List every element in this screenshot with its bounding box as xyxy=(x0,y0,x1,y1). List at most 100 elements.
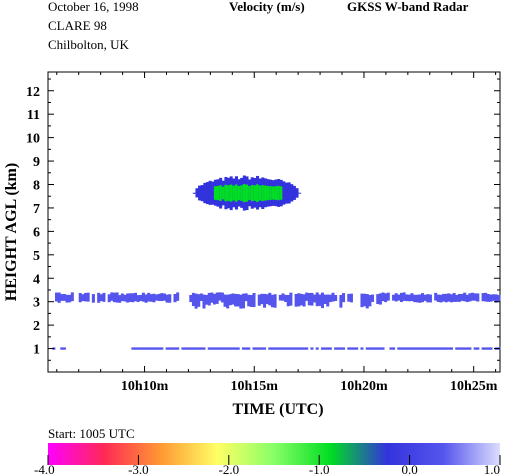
y-tick-label: 4 xyxy=(33,272,40,287)
echo-column xyxy=(83,292,88,302)
echo-column xyxy=(136,295,140,302)
echo-column xyxy=(186,347,190,350)
echo-column xyxy=(410,347,414,350)
echo-column xyxy=(170,347,174,350)
echo-column xyxy=(471,292,475,301)
echo-column xyxy=(473,347,477,350)
y-tick-label: 5 xyxy=(33,249,40,264)
echo-core-column xyxy=(269,186,273,200)
y-tick-label: 10 xyxy=(26,132,40,147)
echo-column xyxy=(444,347,448,350)
echo-column xyxy=(284,294,288,302)
echo-column xyxy=(91,294,95,303)
echo-column xyxy=(436,347,440,350)
echo-core-column xyxy=(234,184,238,202)
echo-column xyxy=(65,294,69,303)
echo-column xyxy=(484,347,488,350)
echo-column xyxy=(360,347,364,350)
echo-core-column xyxy=(245,184,249,202)
echo-column xyxy=(165,294,169,303)
echo-column xyxy=(468,293,472,302)
echo-column xyxy=(392,347,396,350)
echo-column xyxy=(141,347,145,350)
echo-column xyxy=(55,292,59,302)
echo-core-column xyxy=(219,185,223,201)
echo-column xyxy=(476,293,480,302)
echo-column xyxy=(194,293,198,309)
campaign-label: CLARE 98 xyxy=(48,18,107,33)
echo-column xyxy=(265,294,269,305)
echo-column xyxy=(144,294,148,303)
echo-column xyxy=(407,294,411,302)
echo-column xyxy=(218,347,222,350)
echo-column xyxy=(342,293,346,303)
echo-core-column xyxy=(256,184,260,202)
echo-column xyxy=(134,347,138,350)
echo-column xyxy=(481,347,485,350)
echo-column xyxy=(299,347,303,350)
colorbar-tick-label: -4.0 xyxy=(34,462,55,476)
echo-column xyxy=(465,347,469,350)
colorbar-tick-label: -1.0 xyxy=(309,462,330,476)
echo-column xyxy=(413,294,417,303)
echo-column xyxy=(198,185,202,201)
echo-core-column xyxy=(266,185,270,201)
echo-column xyxy=(307,292,311,306)
echo-column xyxy=(181,347,185,350)
echo-column xyxy=(484,292,488,302)
echo-column xyxy=(228,294,232,306)
echo-column xyxy=(447,347,451,350)
echo-column xyxy=(410,293,414,302)
echo-column xyxy=(160,293,164,302)
echo-column xyxy=(455,294,459,302)
echo-column xyxy=(297,293,301,307)
echo-column xyxy=(134,292,138,302)
echo-column xyxy=(99,294,103,302)
echo-column xyxy=(363,293,367,307)
echo-column xyxy=(139,347,143,350)
echo-core-column xyxy=(248,186,252,200)
echo-column xyxy=(252,292,256,308)
echo-column xyxy=(434,292,438,301)
echo-column xyxy=(284,182,289,204)
echo-column xyxy=(202,347,206,350)
echo-column xyxy=(457,347,461,350)
echo-column xyxy=(481,293,485,302)
colorbar xyxy=(48,443,500,465)
echo-column xyxy=(184,347,188,350)
echo-column xyxy=(165,347,169,350)
y-tick-label: 9 xyxy=(33,155,40,170)
echo-column xyxy=(428,294,432,303)
echo-column xyxy=(155,294,159,301)
echo-column xyxy=(115,292,119,303)
y-tick-label: 6 xyxy=(33,225,40,240)
echo-column xyxy=(331,292,335,302)
echo-column xyxy=(449,294,454,303)
echo-column xyxy=(286,294,290,307)
echo-column xyxy=(107,294,111,303)
echo-column xyxy=(486,294,490,302)
echo-column xyxy=(160,347,164,350)
echo-column xyxy=(273,294,277,308)
echo-column xyxy=(247,347,251,350)
echo-column xyxy=(273,347,277,350)
echo-column xyxy=(211,181,215,205)
echo-column xyxy=(210,292,214,303)
echo-column xyxy=(463,347,467,350)
echo-core-column xyxy=(221,186,225,200)
echo-column xyxy=(347,293,351,302)
echo-column xyxy=(497,295,501,302)
echo-column xyxy=(294,347,298,350)
echo-column xyxy=(270,347,274,350)
echo-column xyxy=(60,294,64,301)
echo-column xyxy=(370,294,375,302)
echo-column xyxy=(489,294,493,302)
echo-core-column xyxy=(271,186,275,200)
echo-column xyxy=(102,292,106,302)
colorbar-tick-label: 1.0 xyxy=(484,462,500,476)
echo-column xyxy=(381,292,385,302)
echo-column xyxy=(342,347,346,350)
echo-column xyxy=(370,347,375,350)
colorbar-tick-label: -2.0 xyxy=(219,462,240,476)
